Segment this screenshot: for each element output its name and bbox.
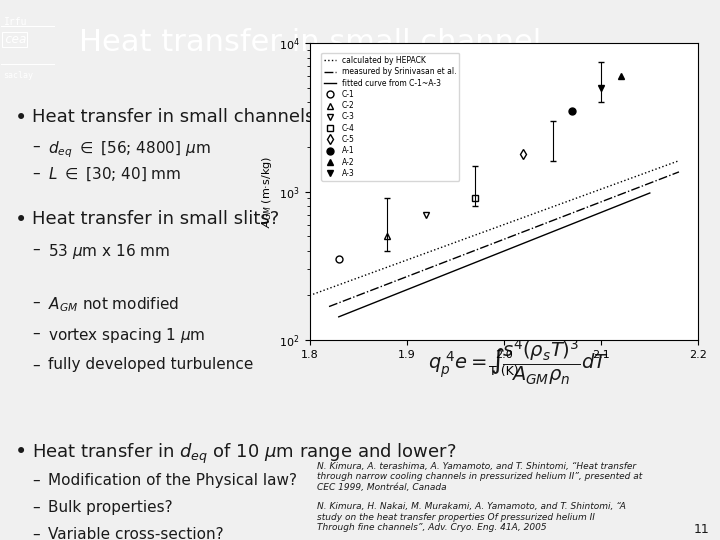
calculated by HEPACK [391, 261, 400, 267]
fitted curve from C-1~A-3 [335, 314, 343, 320]
measured by Srinivasan et al. [505, 234, 513, 240]
Text: fully developed turbulence: fully developed turbulence [48, 357, 253, 373]
Text: $q_{p}^{\ 4}e = \int\!\dfrac{s^4(\rho_s T)^3}{A_{GM}\rho_n}dT$: $q_{p}^{\ 4}e = \int\!\dfrac{s^4(\rho_s … [428, 337, 609, 387]
Legend: calculated by HEPACK, measured by Srinivasan et al., fitted curve from C-1~A-3, : calculated by HEPACK, measured by Sriniv… [321, 53, 459, 181]
measured by Srinivasan et al. [534, 223, 542, 230]
Line: measured by Srinivasan et al.: measured by Srinivasan et al. [329, 172, 679, 307]
Line: calculated by HEPACK: calculated by HEPACK [310, 161, 679, 295]
Text: vortex spacing 1 $\mu$m: vortex spacing 1 $\mu$m [48, 326, 206, 345]
calculated by HEPACK [675, 158, 683, 164]
calculated by HEPACK [495, 223, 504, 230]
Text: 11: 11 [693, 523, 709, 536]
measured by Srinivasan et al. [675, 168, 683, 175]
measured by Srinivasan et al. [406, 272, 415, 279]
measured by Srinivasan et al. [392, 278, 400, 284]
Text: $d_{eq}$ $\in$ [56; 4800] $\mu$m: $d_{eq}$ $\in$ [56; 4800] $\mu$m [48, 139, 211, 160]
calculated by HEPACK [305, 292, 314, 299]
Text: –: – [32, 473, 40, 488]
calculated by HEPACK [645, 168, 654, 175]
Line: fitted curve from C-1~A-3: fitted curve from C-1~A-3 [339, 193, 649, 317]
measured by Srinivasan et al. [647, 180, 655, 186]
Text: –: – [32, 500, 40, 515]
Text: –: – [32, 357, 40, 373]
fitted curve from C-1~A-3 [495, 250, 503, 256]
calculated by HEPACK [376, 266, 384, 273]
fitted curve from C-1~A-3 [407, 285, 415, 291]
Text: –: – [32, 526, 40, 540]
fitted curve from C-1~A-3 [621, 200, 629, 206]
calculated by HEPACK [656, 164, 665, 171]
Text: Bulk properties?: Bulk properties? [48, 500, 173, 515]
Text: cea: cea [4, 33, 26, 46]
Text: Irfu: Irfu [4, 17, 27, 27]
measured by Srinivasan et al. [657, 176, 665, 182]
Text: $A_{GM}$ not modified: $A_{GM}$ not modified [48, 295, 179, 314]
Text: •: • [14, 108, 27, 128]
Text: –: – [32, 295, 40, 310]
Text: Heat transfer in small channels: Heat transfer in small channels [32, 108, 315, 126]
Text: –: – [32, 166, 40, 181]
fitted curve from C-1~A-3 [630, 196, 639, 202]
Text: Modification of the Physical law?: Modification of the Physical law? [48, 473, 297, 488]
Text: –: – [32, 139, 40, 154]
Text: –: – [32, 241, 40, 256]
Text: N. Kimura, A. terashima, A. Yamamoto, and T. Shintomi, “Heat transfer
through na: N. Kimura, A. terashima, A. Yamamoto, an… [317, 462, 642, 492]
Text: •: • [14, 442, 27, 462]
Text: Heat transfer in small channel: Heat transfer in small channel [79, 28, 541, 57]
Text: 53 $\mu$m x 16 mm: 53 $\mu$m x 16 mm [48, 241, 171, 260]
Text: $L$ $\in$ [30; 40] mm: $L$ $\in$ [30; 40] mm [48, 166, 181, 183]
Text: N. Kimura, H. Nakai, M. Murakami, A. Yamamoto, and T. Shintomi, “A
study on the : N. Kimura, H. Nakai, M. Murakami, A. Yam… [317, 502, 626, 532]
calculated by HEPACK [526, 212, 534, 218]
Y-axis label: $A_{GM}$ (m·s/kg): $A_{GM}$ (m·s/kg) [259, 156, 274, 228]
Text: saclay: saclay [4, 71, 34, 80]
Text: Heat transfer in small slits?: Heat transfer in small slits? [32, 210, 279, 228]
Text: Variable cross-section?: Variable cross-section? [48, 526, 224, 540]
Text: –: – [32, 326, 40, 341]
fitted curve from C-1~A-3 [394, 290, 402, 296]
fitted curve from C-1~A-3 [520, 240, 528, 246]
measured by Srinivasan et al. [325, 303, 333, 310]
X-axis label: T (K): T (K) [489, 366, 519, 379]
Text: Heat transfer in $d_{eq}$ of 10 $\mu$m range and lower?: Heat transfer in $d_{eq}$ of 10 $\mu$m r… [32, 442, 456, 466]
Text: •: • [14, 210, 27, 231]
fitted curve from C-1~A-3 [645, 190, 654, 196]
